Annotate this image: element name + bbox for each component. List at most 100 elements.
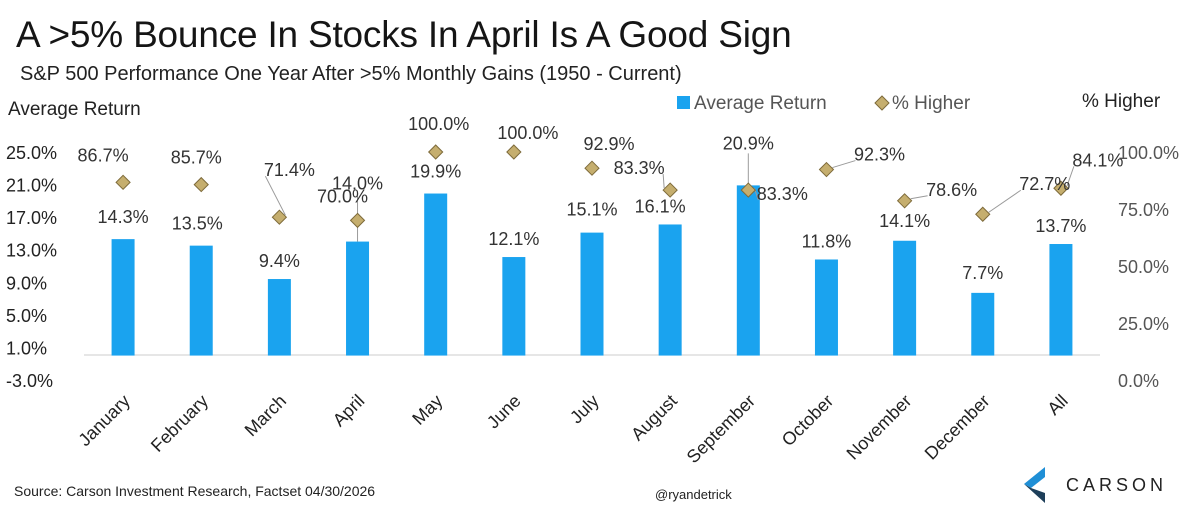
carson-logo: CARSON [1020, 466, 1167, 504]
diamond-marker [506, 144, 522, 160]
y-axis-right-title: % Higher [1082, 91, 1161, 112]
y-tick-label-left: 1.0% [6, 338, 47, 358]
chart-title: A >5% Bounce In Stocks In April Is A Goo… [16, 14, 792, 55]
x-tick-labels: January February March April May June July Augu… [74, 391, 1071, 467]
bar-data-label: 15.1% [566, 200, 617, 220]
diamond-marker [584, 160, 600, 176]
diamond-data-label: 72.7% [1019, 174, 1070, 194]
bar [111, 239, 135, 356]
diamond-leader-line [1066, 166, 1075, 187]
diamond-leader-line [832, 160, 856, 169]
legend-bar-swatch [677, 96, 690, 109]
bar-data-label: 14.1% [879, 211, 930, 231]
y-tick-label-right: 0.0% [1118, 371, 1159, 391]
x-tick-label: July [566, 391, 603, 428]
chart-subtitle: S&P 500 Performance One Year After >5% M… [20, 63, 682, 85]
y-tick-label-left: 21.0% [6, 176, 57, 196]
bar [424, 193, 448, 356]
bar-data-label: 14.3% [98, 207, 149, 227]
diamond-data-label: 83.3% [757, 184, 808, 204]
x-tick-label: March [241, 391, 291, 441]
bar [658, 224, 682, 356]
y-tick-label-left: 13.0% [6, 241, 57, 261]
carson-chevron-icon [1024, 467, 1045, 503]
y-left-ticks: 25.0% 21.0% 17.0% 13.0% 9.0% 5.0% 1.0% -3.0% [6, 143, 57, 391]
diamond-data-label: 100.0% [408, 114, 469, 134]
x-tick-label: May [408, 391, 446, 429]
source-note: Source: Carson Investment Research, Fact… [14, 483, 376, 499]
bar [736, 185, 760, 356]
diamond-marker [740, 182, 757, 198]
diamond-marker [271, 209, 288, 225]
y-tick-label-left: 5.0% [6, 306, 47, 326]
y-tick-label-left: -3.0% [6, 371, 53, 391]
diamond-marker [115, 174, 131, 191]
y-tick-label-left: 9.0% [6, 273, 47, 293]
diamond-leader-line [988, 189, 1022, 213]
bar-data-label: 16.1% [635, 196, 686, 216]
bar [1049, 244, 1073, 356]
x-tick-label: June [483, 391, 525, 433]
diamond-marker [896, 193, 913, 209]
diamond-data-label: 86.7% [78, 145, 129, 165]
y-tick-label-right: 25.0% [1118, 314, 1169, 334]
bar-data-label: 9.4% [259, 251, 300, 271]
x-tick-label: September [683, 391, 759, 467]
bar-data-label: 14.0% [332, 174, 383, 194]
legend-bar-label: Average Return [694, 93, 827, 114]
x-tick-label: August [627, 391, 681, 445]
x-tick-label: December [921, 391, 994, 464]
diamond-data-label: 85.7% [171, 148, 222, 168]
diamond-data-label: 70.0% [317, 186, 368, 206]
bar-data-label: 13.5% [172, 214, 223, 234]
x-tick-label: October [778, 391, 837, 450]
bar [971, 292, 995, 356]
diamond-data-label: 83.3% [614, 158, 665, 178]
diamond-data-label: 92.9% [583, 134, 634, 154]
bar-data-label: 12.1% [488, 229, 539, 249]
bar [502, 257, 526, 356]
diamond-marker [1053, 180, 1069, 196]
bar-labels: 14.3% 13.5% 9.4% 14.0% 19.9% 12.1% 15.1% 16.1% 2… [98, 133, 1087, 282]
x-tick-label: All [1043, 391, 1071, 419]
y-tick-label-right: 100.0% [1118, 143, 1179, 163]
bar-data-label: 13.7% [1035, 216, 1086, 236]
bar [346, 241, 370, 356]
diamond-data-label: 71.4% [264, 160, 315, 180]
bars [111, 185, 1073, 356]
diamond-data-label: 100.0% [497, 123, 558, 143]
bar [189, 245, 213, 356]
y-axis-left-title: Average Return [8, 99, 141, 120]
bar-data-label: 7.7% [962, 263, 1003, 283]
bar [580, 232, 604, 356]
diamond-marker [975, 206, 991, 222]
diamond-marker [349, 212, 366, 229]
bar [893, 240, 917, 356]
diamond-data-label: 78.6% [926, 180, 977, 200]
x-tick-label: January [74, 391, 133, 450]
y-tick-label-left: 25.0% [6, 143, 57, 163]
bar [267, 279, 291, 356]
legend-diamond-swatch [874, 95, 890, 111]
logo-wordmark: CARSON [1066, 474, 1168, 495]
diamond-leader-line [264, 175, 286, 216]
diamond-marker [662, 182, 678, 198]
legend: Average Return % Higher [677, 93, 971, 114]
bar-data-label: 11.8% [802, 231, 852, 251]
y-tick-label-right: 75.0% [1118, 200, 1169, 220]
author-handle: @ryandetrick [655, 487, 732, 502]
diamond-marker [818, 161, 835, 178]
x-tick-label: April [329, 391, 369, 431]
diamond-data-label: 92.3% [854, 145, 905, 165]
diamond-labels: 86.7% 85.7% 71.4%70.0% 100.0% 100.0% 92.9% 83.… [78, 114, 1124, 206]
diamond-marker [193, 176, 209, 193]
diamond-markers [115, 144, 1069, 229]
y-right-ticks: 100.0% 75.0% 50.0% 25.0% 0.0% [1118, 143, 1179, 391]
legend-diamond-label: % Higher [892, 93, 971, 114]
diamond-marker [427, 144, 444, 160]
bar-data-label: 20.9% [723, 133, 774, 153]
y-tick-label-right: 50.0% [1118, 257, 1169, 277]
diamond-leader-line [662, 174, 665, 189]
y-tick-label-left: 17.0% [6, 208, 57, 228]
